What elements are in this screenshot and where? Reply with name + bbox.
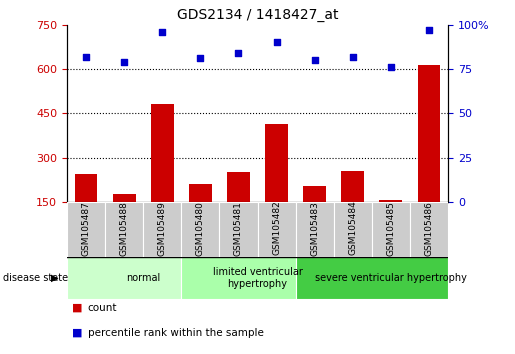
Bar — [410, 202, 448, 257]
Bar — [181, 202, 219, 257]
Point — [311, 57, 319, 63]
Bar — [303, 185, 326, 202]
Text: disease state: disease state — [3, 273, 67, 283]
Bar — [418, 65, 440, 202]
Text: count: count — [88, 303, 117, 313]
Bar — [113, 194, 135, 202]
Text: GSM105488: GSM105488 — [119, 201, 129, 256]
Point — [120, 59, 128, 65]
Point — [349, 54, 357, 59]
Point — [82, 54, 90, 59]
Text: GSM105480: GSM105480 — [196, 201, 205, 256]
Text: limited ventricular
hypertrophy: limited ventricular hypertrophy — [213, 267, 302, 289]
Bar — [380, 200, 402, 202]
Bar — [341, 171, 364, 202]
Point — [234, 50, 243, 56]
Bar — [219, 202, 258, 257]
Bar — [151, 104, 174, 202]
Bar — [189, 184, 212, 202]
Text: GSM105485: GSM105485 — [386, 201, 396, 256]
Text: GSM105487: GSM105487 — [81, 201, 91, 256]
Bar — [143, 202, 181, 257]
Text: GSM105481: GSM105481 — [234, 201, 243, 256]
Bar — [334, 202, 372, 257]
Text: GSM105486: GSM105486 — [424, 201, 434, 256]
Bar — [67, 257, 181, 299]
Bar — [296, 257, 448, 299]
Bar — [258, 202, 296, 257]
Text: severe ventricular hypertrophy: severe ventricular hypertrophy — [315, 273, 467, 283]
Text: GSM105483: GSM105483 — [310, 201, 319, 256]
Point — [196, 56, 204, 61]
Point — [158, 29, 166, 35]
Bar — [75, 174, 97, 202]
Point — [425, 27, 433, 33]
Bar — [265, 124, 288, 202]
Bar — [372, 202, 410, 257]
Bar — [105, 202, 143, 257]
Bar — [67, 202, 105, 257]
Title: GDS2134 / 1418427_at: GDS2134 / 1418427_at — [177, 8, 338, 22]
Bar — [296, 202, 334, 257]
Bar — [227, 172, 250, 202]
Point — [387, 64, 395, 70]
Text: ■: ■ — [72, 303, 82, 313]
Text: percentile rank within the sample: percentile rank within the sample — [88, 328, 264, 338]
Text: GSM105484: GSM105484 — [348, 201, 357, 256]
Bar — [181, 257, 296, 299]
Text: ■: ■ — [72, 328, 82, 338]
Point — [272, 40, 281, 45]
Text: ▶: ▶ — [50, 273, 58, 283]
Text: GSM105482: GSM105482 — [272, 201, 281, 256]
Text: GSM105489: GSM105489 — [158, 201, 167, 256]
Text: normal: normal — [126, 273, 160, 283]
